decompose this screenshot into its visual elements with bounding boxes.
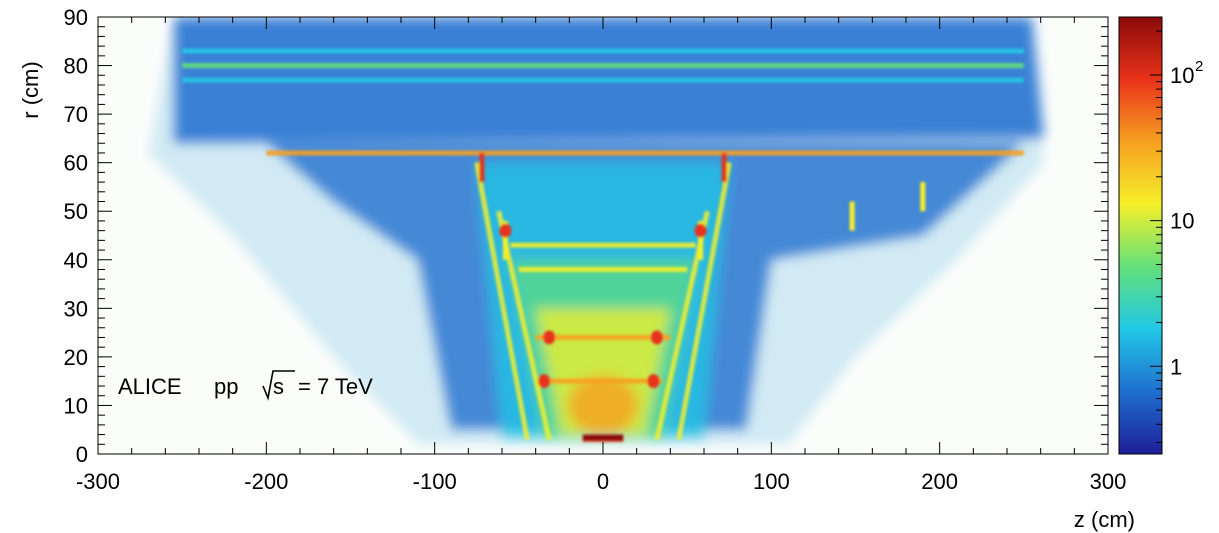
colorbar-gradient — [1118, 16, 1163, 455]
y-axis-title: r (cm) — [18, 61, 43, 118]
heatmap-layer — [148, 17, 1045, 445]
heatmap-structures — [182, 48, 1024, 442]
feature-band-2 — [182, 77, 1024, 83]
hotspot-1 — [650, 330, 663, 345]
annotation-label: ALICE pp s = 7 TeV — [118, 370, 373, 401]
feature-band-6 — [535, 334, 671, 340]
y-tick-label: 60 — [64, 151, 88, 176]
x-tick-label: -200 — [244, 469, 288, 494]
colorbar-tick-label: 10 — [1170, 209, 1194, 234]
x-tick-label: 0 — [597, 469, 609, 494]
hotspot-4 — [499, 223, 512, 238]
annotation-energy-symbol: s — [273, 374, 284, 399]
diagonal-structure-0 — [474, 162, 530, 440]
x-tick-label: 200 — [921, 469, 958, 494]
x-tick-label: -300 — [76, 469, 120, 494]
y-tick-label: 30 — [64, 296, 88, 321]
feature-band-4 — [510, 242, 696, 248]
x-tick-label: 300 — [1090, 469, 1127, 494]
y-tick-label: 50 — [64, 199, 88, 224]
feature-band-1 — [182, 48, 1024, 54]
annotation-energy-value: = 7 TeV — [298, 374, 373, 399]
annotation-experiment: ALICE — [118, 374, 182, 399]
feature-band-5 — [518, 266, 688, 272]
feature-band-3 — [266, 150, 1024, 156]
hotspot-2 — [538, 374, 551, 389]
y-tick-label: 10 — [64, 393, 88, 418]
colorbar-tick-exponent: 2 — [1195, 58, 1203, 75]
colorbar-tick-label: 1 — [1170, 354, 1182, 379]
y-tick-label: 0 — [76, 442, 88, 467]
x-axis-title: z (cm) — [1074, 507, 1135, 532]
beam-pipe-band — [582, 434, 624, 441]
y-tick-label: 20 — [64, 345, 88, 370]
hotspot-5 — [694, 223, 707, 238]
x-tick-label: -100 — [413, 469, 457, 494]
x-axis: -300 -200 -100 0 100 200 300 — [76, 17, 1126, 494]
beam-pipe-glow — [568, 375, 638, 436]
feature-band-7 — [544, 378, 662, 384]
x-tick-label: 100 — [753, 469, 790, 494]
sqrt-sign-icon — [262, 370, 295, 401]
hotspot-3 — [647, 374, 660, 389]
hotspot-0 — [543, 330, 556, 345]
y-axis: 0 10 20 30 40 50 60 70 80 90 — [64, 5, 1108, 467]
feature-band-0 — [182, 63, 1024, 69]
y-tick-label: 90 — [64, 5, 88, 30]
y-tick-label: 70 — [64, 102, 88, 127]
diagonal-structure-1 — [676, 162, 732, 440]
annotation-system: pp — [214, 374, 238, 399]
colorbar-tick-label: 10 — [1170, 63, 1194, 88]
y-tick-label: 80 — [64, 54, 88, 79]
y-tick-label: 40 — [64, 248, 88, 273]
